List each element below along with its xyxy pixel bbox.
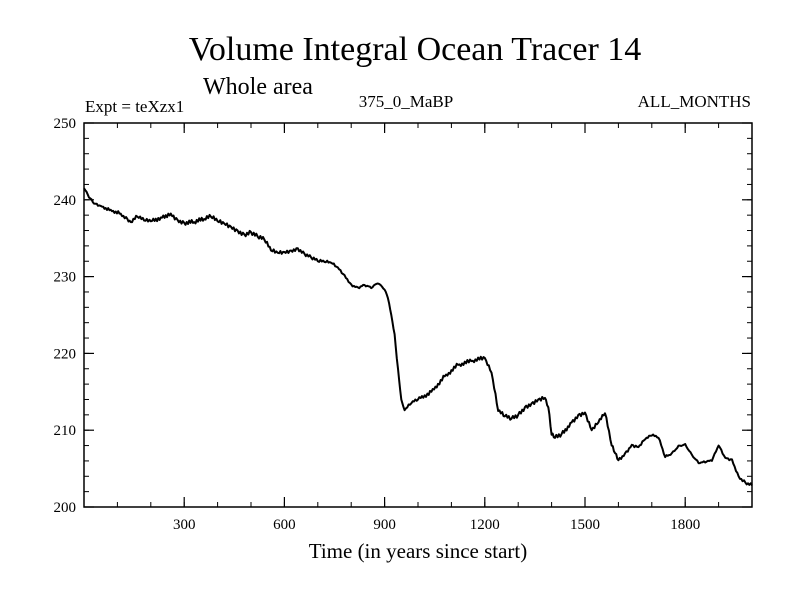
tick-group: [84, 122, 752, 508]
x-axis-label: Time (in years since start): [309, 539, 528, 563]
annotation-left: Expt = teXzx1: [85, 97, 184, 116]
x-tick-label: 1800: [670, 517, 700, 533]
chart-subtitle: Whole area: [203, 74, 313, 100]
y-tick-label: 240: [54, 193, 77, 209]
chart-title: Volume Integral Ocean Tracer 14: [189, 31, 642, 68]
y-tick-label: 250: [54, 116, 77, 132]
y-tick-label: 220: [54, 346, 77, 362]
x-tick-label: 1200: [470, 517, 500, 533]
y-tick-label: 210: [54, 423, 77, 439]
y-tick-label: 230: [54, 270, 77, 286]
x-tick-label: 600: [273, 517, 296, 533]
plot-frame: [83, 122, 753, 508]
x-tick-label: 1500: [570, 517, 600, 533]
tick-label-group: 300 600 900 1200 1500 1800 200 210 220 230 240 250: [54, 116, 701, 533]
x-tick-label: 900: [373, 517, 396, 533]
y-tick-label: 200: [54, 500, 77, 516]
annotation-right: ALL_MONTHS: [638, 92, 751, 111]
series-line-tracer-14: [83, 187, 753, 487]
annotation-center: 375_0_MaBP: [359, 92, 453, 111]
x-tick-label: 300: [173, 517, 196, 533]
